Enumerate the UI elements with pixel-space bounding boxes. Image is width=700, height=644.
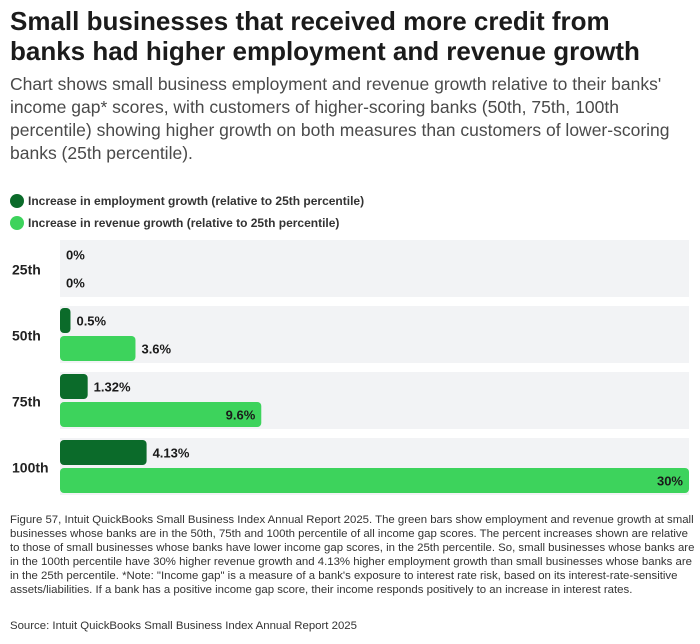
bar-revenue-50th [60,336,136,361]
data-label-employment-25th: 0% [66,248,85,263]
bar-revenue-100th [60,468,689,493]
bar-revenue-75th [60,402,262,427]
legend-swatch-employment [10,194,24,208]
bar-employment-50th [60,308,71,333]
data-label-employment-100th: 4.13% [153,446,190,461]
bar-employment-100th [60,440,147,465]
legend-item-employment: Increase in employment growth (relative … [10,190,364,212]
chart-title: Small businesses that received more cred… [10,6,640,66]
data-label-employment-50th: 0.5% [76,314,106,329]
category-label-75th: 75th [12,394,41,410]
category-label-50th: 50th [12,328,41,344]
source-note: Source: Intuit QuickBooks Small Business… [10,620,357,632]
data-label-employment-75th: 1.32% [94,380,131,395]
row-background-50th [60,306,689,363]
data-label-revenue-25th: 0% [66,276,85,291]
legend-label-revenue: Increase in revenue growth (relative to … [28,216,340,230]
legend-label-employment: Increase in employment growth (relative … [28,194,365,208]
bar-employment-75th [60,374,88,399]
data-label-revenue-100th: 30% [657,474,683,489]
category-label-100th: 100th [12,460,49,476]
legend-swatch-revenue [10,216,24,230]
legend: Increase in employment growth (relative … [10,190,364,234]
footnote: Figure 57, Intuit QuickBooks Small Busin… [10,514,695,596]
legend-item-revenue: Increase in revenue growth (relative to … [10,212,364,234]
category-label-25th: 25th [12,262,41,278]
row-background-25th [60,240,689,297]
data-label-revenue-50th: 3.6% [141,342,171,357]
bar-chart: 25th 0% 0% 50th 0.5% 3.6% 75th 1.32% 9.6% 100th 4.… [12,240,689,495]
data-label-revenue-75th: 9.6% [226,408,256,423]
chart-subtitle: Chart shows small business employment an… [10,74,670,163]
